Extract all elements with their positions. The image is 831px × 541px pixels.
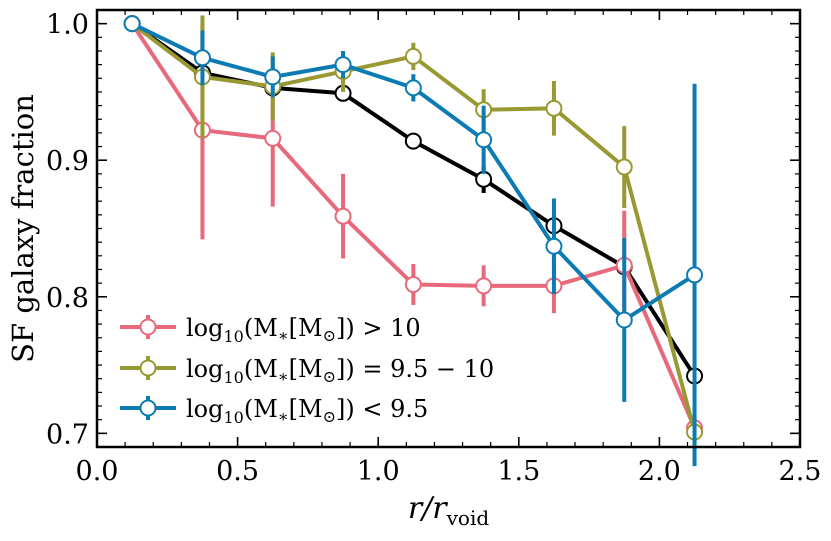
legend-swatch-marker bbox=[139, 399, 157, 417]
low-mass-point bbox=[615, 311, 633, 329]
x-tick-label: 1.0 bbox=[357, 456, 400, 487]
legend-label-part: [M bbox=[289, 314, 323, 342]
low-mass-point bbox=[686, 266, 704, 284]
legend-label: log10(M∗[M⊙]) > 10 bbox=[186, 314, 421, 346]
legend-label-part: ⊙ bbox=[323, 367, 336, 386]
legend-label-part: log bbox=[186, 314, 224, 342]
legend-label-part: ]) > 10 bbox=[336, 314, 421, 342]
low-mass-point bbox=[475, 131, 493, 149]
y-tick-label: 1.0 bbox=[46, 10, 89, 41]
mid-mass-point bbox=[404, 47, 422, 65]
axis-ticks: 0.0 0.5 1.0 1.5 2.0 2.5 0.7 0.8 0.9 1.0 bbox=[46, 9, 822, 487]
legend-label-part: [M bbox=[289, 355, 323, 383]
x-axis-label-sub: void bbox=[446, 506, 490, 530]
low-mass-point bbox=[264, 68, 282, 86]
legend-label-part: log bbox=[186, 395, 224, 423]
legend-label-part: ⊙ bbox=[323, 407, 336, 426]
legend-label-part: ∗ bbox=[278, 326, 289, 345]
low-mass-point bbox=[545, 237, 563, 255]
x-tick-label: 1.5 bbox=[497, 456, 540, 487]
low-mass-point bbox=[334, 56, 352, 74]
x-tick-label: 2.5 bbox=[779, 456, 822, 487]
plot-marks bbox=[123, 15, 704, 467]
legend-label-part: ]) = 9.5 − 10 bbox=[336, 355, 494, 383]
legend-label-part: (M bbox=[244, 314, 278, 342]
y-tick-label: 0.7 bbox=[46, 419, 89, 450]
x-axis-label-main: r/r bbox=[408, 491, 448, 526]
legend-label-part: (M bbox=[244, 395, 278, 423]
x-tick-label: 2.0 bbox=[638, 456, 681, 487]
legend-label-part: ∗ bbox=[278, 367, 289, 386]
legend-entry: log10(M∗[M⊙]) > 10 bbox=[120, 314, 421, 346]
high-mass-point bbox=[404, 275, 422, 293]
legend-label-part: ]) < 9.5 bbox=[336, 395, 428, 423]
low-mass-point bbox=[123, 15, 141, 33]
legend-label-part: 10 bbox=[224, 408, 244, 427]
high-mass-point bbox=[475, 277, 493, 295]
total-point bbox=[475, 170, 493, 188]
low-mass-point bbox=[193, 49, 211, 67]
legend-label-part: (M bbox=[244, 355, 278, 383]
legend-label-part: log bbox=[186, 355, 224, 383]
x-axis-label: r/rvoid bbox=[408, 491, 490, 530]
mid-mass-point bbox=[615, 158, 633, 176]
low-mass-series bbox=[123, 15, 704, 467]
mid-mass-point bbox=[545, 99, 563, 117]
legend-label-part: [M bbox=[289, 395, 323, 423]
legend-entry: log10(M∗[M⊙]) < 9.5 bbox=[120, 395, 428, 427]
total-point bbox=[404, 132, 422, 150]
y-axis-label: SF galaxy fraction bbox=[6, 94, 40, 363]
legend-swatch-marker bbox=[139, 359, 157, 377]
legend-label: log10(M∗[M⊙]) < 9.5 bbox=[186, 395, 428, 427]
x-tick-label: 0.5 bbox=[216, 456, 259, 487]
high-mass-point bbox=[264, 129, 282, 147]
legend-label-part: 10 bbox=[224, 368, 244, 387]
low-mass-point bbox=[404, 79, 422, 97]
legend-swatch-marker bbox=[139, 318, 157, 336]
y-tick-label: 0.8 bbox=[46, 283, 89, 314]
legend-label-part: ∗ bbox=[278, 407, 289, 426]
legend-label-part: ⊙ bbox=[323, 326, 336, 345]
y-tick-label: 0.9 bbox=[46, 146, 89, 177]
high-mass-point bbox=[334, 207, 352, 225]
legend-entry: log10(M∗[M⊙]) = 9.5 − 10 bbox=[120, 355, 494, 387]
x-tick-label: 0.0 bbox=[76, 456, 119, 487]
legend-label-part: 10 bbox=[224, 327, 244, 346]
legend-label: log10(M∗[M⊙]) = 9.5 − 10 bbox=[186, 355, 494, 387]
